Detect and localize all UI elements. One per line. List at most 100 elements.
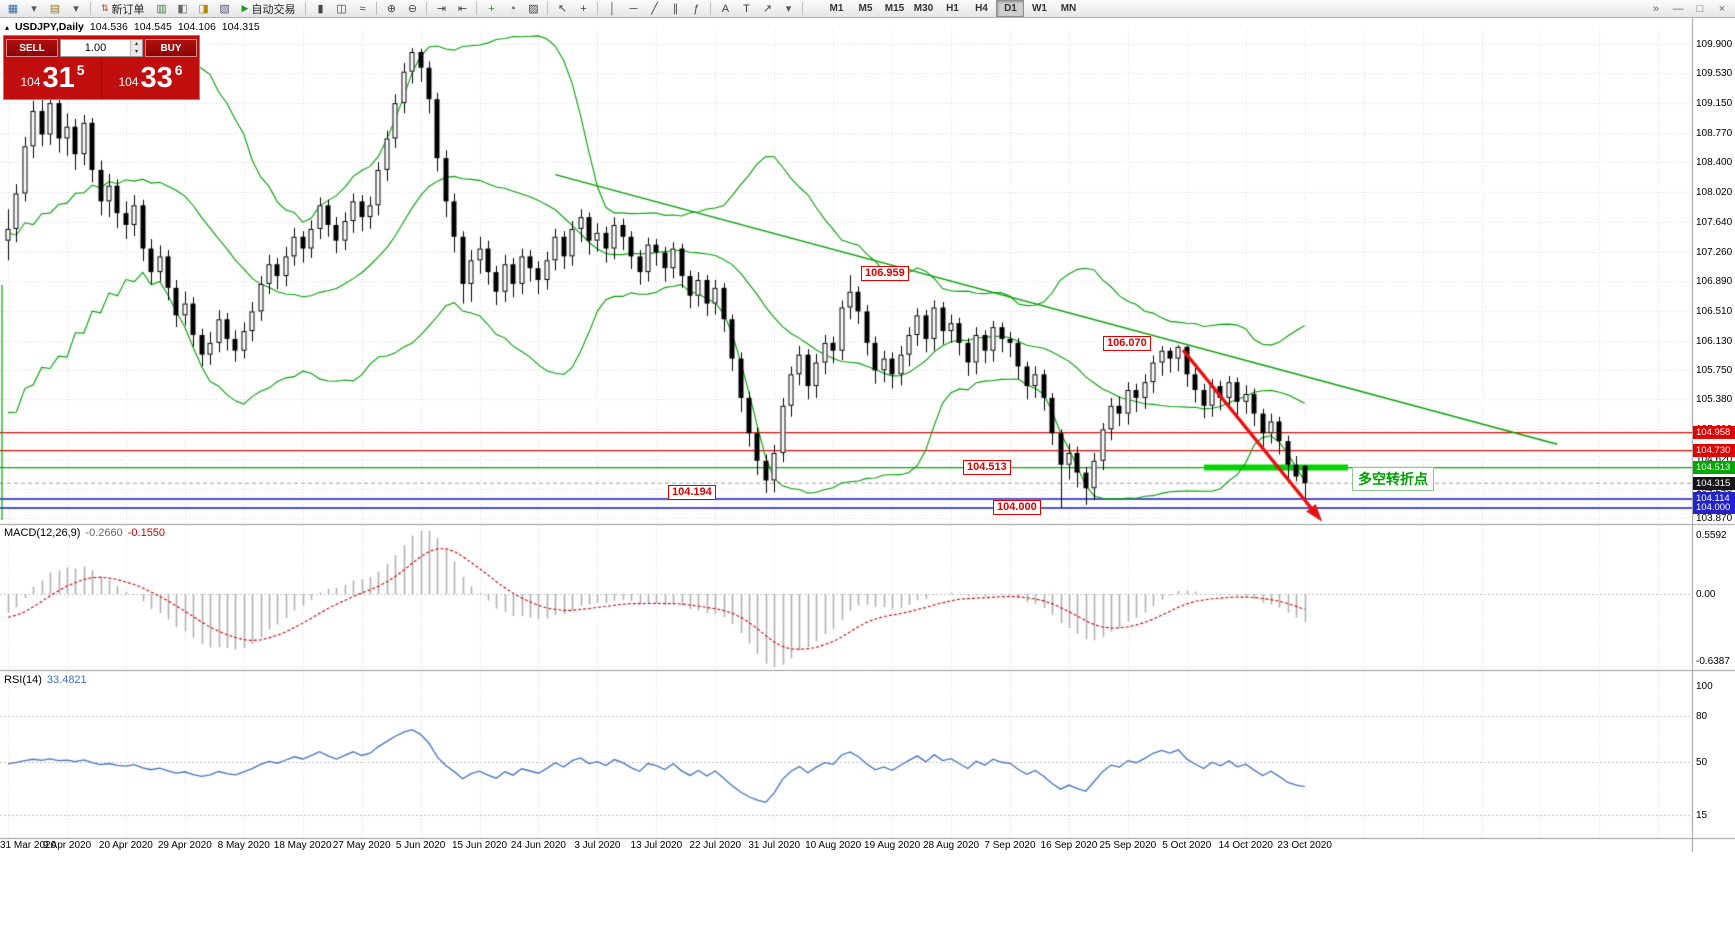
date-axis-label: 23 Oct 2020: [1277, 840, 1332, 851]
price-tick-label: 109.150: [1696, 98, 1733, 110]
toolbar-separator: [476, 2, 478, 15]
profiles-icon[interactable]: ▤: [49, 3, 61, 15]
sell-price-big: 31: [42, 62, 75, 94]
new-chart-icon[interactable]: ▦: [7, 3, 19, 15]
minimize-button[interactable]: —: [1672, 2, 1684, 15]
close-button[interactable]: ×: [1718, 2, 1726, 15]
rsi-scale-label: 50: [1696, 757, 1708, 768]
date-axis-label: 18 May 2020: [273, 840, 332, 851]
date-axis-label: 5 Oct 2020: [1162, 840, 1212, 851]
new-chart-dropdown-icon[interactable]: ▾: [31, 3, 37, 15]
crosshair-icon[interactable]: +: [580, 2, 587, 15]
price-flag-label[interactable]: 104.194: [668, 485, 716, 500]
timeframe-m30[interactable]: M30: [913, 3, 934, 14]
price-tick-label: 107.260: [1696, 246, 1733, 258]
timeframe-d1[interactable]: D1: [996, 0, 1025, 17]
toolbar-separator: [90, 2, 91, 15]
price-flag-label[interactable]: 106.959: [861, 266, 909, 281]
timeframe-m5[interactable]: M5: [858, 3, 873, 14]
macd-scale-max: 0.5592: [1696, 530, 1727, 542]
sell-button[interactable]: SELL: [6, 39, 58, 57]
date-axis-label: 20 Apr 2020: [98, 840, 153, 851]
date-axis-label: 8 May 2020: [217, 840, 270, 851]
bar-chart-icon[interactable]: ▮: [317, 3, 324, 15]
toolbar-separator: [426, 2, 428, 15]
toolbar-space: [807, 8, 821, 9]
autotrading-button-label: 自动交易: [251, 3, 296, 16]
price-tick-label: 106.890: [1696, 275, 1733, 287]
toolbar-overflow-button[interactable]: »: [1652, 2, 1660, 15]
toolbar-separator: [547, 2, 549, 15]
buy-price-display[interactable]: 104 33 6: [102, 58, 199, 98]
chart-shift-icon[interactable]: ⇤: [457, 3, 468, 15]
date-axis-label: 10 Aug 2020: [805, 840, 862, 851]
timeframe-h4[interactable]: H4: [975, 3, 988, 14]
buy-price-sup: 6: [174, 62, 183, 78]
text-label-icon[interactable]: T: [743, 2, 750, 15]
timeframe-mn[interactable]: MN: [1060, 3, 1077, 14]
data-window-icon[interactable]: ◧: [177, 3, 188, 15]
chart-header: ▴ USDJPY,Daily 104.536 104.545 104.106 1…: [5, 21, 260, 33]
price-scale-box: 104.000: [1693, 501, 1735, 515]
buy-button[interactable]: BUY: [145, 39, 197, 57]
fibonacci-icon[interactable]: ƒ: [693, 2, 700, 15]
macd-name: MACD(12,26,9): [4, 527, 81, 539]
toolbar-right-group: » — □ ×: [1646, 0, 1732, 17]
text-icon[interactable]: A: [721, 2, 730, 15]
channel-icon[interactable]: ∥: [672, 3, 679, 15]
timeframe-w1[interactable]: W1: [1031, 3, 1047, 14]
turning-point-annotation[interactable]: 多空转折点: [1352, 467, 1434, 491]
templates-icon[interactable]: ▨: [528, 3, 539, 15]
macd-value: -0.2660: [85, 527, 123, 539]
arrows-icon[interactable]: ↗: [762, 3, 773, 15]
cursor-icon[interactable]: ↖: [557, 3, 568, 15]
date-axis-label: 14 Oct 2020: [1218, 840, 1273, 851]
vertical-line-icon[interactable]: │: [609, 2, 616, 15]
auto-scroll-icon[interactable]: ⇥: [436, 3, 447, 15]
timeframe-h1[interactable]: H1: [946, 3, 959, 14]
trendline-icon[interactable]: ╱: [651, 3, 658, 15]
sell-price-prefix: 104: [20, 75, 41, 89]
restore-button[interactable]: □: [1696, 2, 1704, 15]
navigator-icon[interactable]: ◨: [198, 3, 209, 15]
profiles-dropdown-icon[interactable]: ▾: [73, 3, 79, 15]
volume-input[interactable]: [61, 42, 130, 54]
new-order-button[interactable]: ⇅ 新订单: [95, 0, 151, 17]
candlestick-chart-icon[interactable]: ◫: [336, 3, 347, 15]
price-tick-label: 104.620: [1696, 454, 1733, 466]
price-flag-label[interactable]: 104.513: [963, 460, 1011, 475]
sell-price-display[interactable]: 104 31 5: [4, 58, 101, 98]
arrows-dropdown-icon[interactable]: ▾: [785, 3, 792, 15]
horizontal-line-icon[interactable]: ─: [629, 2, 638, 15]
price-tick-label: 109.900: [1696, 39, 1733, 51]
timeframe-m15[interactable]: M15: [884, 3, 905, 14]
rsi-label: RSI(14) 33.4821: [4, 674, 87, 686]
macd-signal-value: -0.1550: [127, 527, 166, 539]
indicators-icon[interactable]: +: [488, 2, 495, 15]
periods-icon[interactable]: ◔: [509, 2, 516, 15]
zoom-in-icon[interactable]: ⊕: [386, 3, 397, 15]
line-chart-icon[interactable]: ≈: [359, 2, 366, 15]
autotrading-button[interactable]: ▶ 自动交易: [236, 0, 302, 17]
zoom-out-icon[interactable]: ⊖: [407, 3, 418, 15]
date-axis-label: 31 Mar 2020: [0, 840, 57, 851]
autotrading-button-icon: ▶: [241, 3, 249, 13]
toolbar-separator: [305, 2, 307, 15]
rsi-scale-label: 80: [1696, 711, 1708, 723]
terminal-icon[interactable]: ▧: [219, 3, 230, 15]
price-flag-label[interactable]: 104.000: [993, 500, 1041, 515]
macd-scale-min: -0.6387: [1696, 656, 1730, 668]
volume-up-button[interactable]: ▴: [131, 40, 142, 48]
price-flag-label[interactable]: 106.070: [1103, 336, 1151, 351]
price-tick-label: 109.530: [1696, 68, 1733, 80]
market-watch-icon[interactable]: ▥: [156, 3, 167, 15]
sell-price-sup: 5: [76, 62, 85, 78]
date-axis-label: 29 Apr 2020: [157, 840, 212, 851]
timeframe-m1[interactable]: M1: [829, 3, 844, 14]
price-tick-label: 105.380: [1696, 394, 1733, 406]
price-scale-box: 104.315: [1693, 476, 1735, 490]
toolbar-separator: [802, 2, 804, 15]
volume-down-button[interactable]: ▾: [131, 48, 142, 56]
toolbar-separator: [376, 2, 378, 15]
